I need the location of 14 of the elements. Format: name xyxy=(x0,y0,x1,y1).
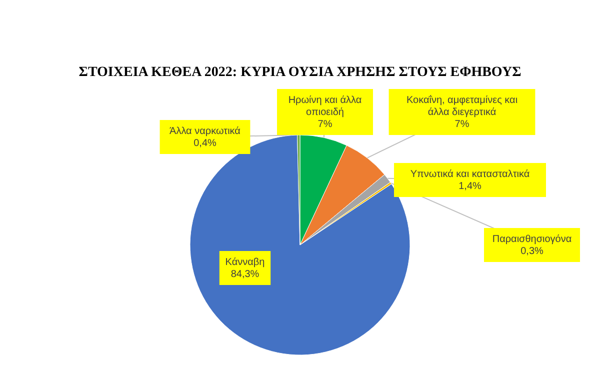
chart-title: ΣΤΟΙΧΕΙΑ ΚΕΘΕΑ 2022: ΚΥΡΙΑ ΟΥΣΙΑ ΧΡΗΣΗΣ ΣΤΟΥΣ ΕΦΗΒΟΥΣ xyxy=(78,65,522,80)
data-label: 0,3% xyxy=(520,246,544,257)
slice-label: Υπνωτικά και κατασταλτικά xyxy=(410,169,530,180)
slice-label: Κοκαΐνη, αμφεταμίνες και άλλα διεγερτικά xyxy=(406,95,518,118)
data-label: 84,3% xyxy=(230,269,260,280)
data-label: 7% xyxy=(318,119,332,130)
slice-label: Παραισθησιογόνα xyxy=(492,234,572,245)
slice-label: Ηρωίνη και άλλα οπιοειδή xyxy=(288,95,362,118)
data-label: 7% xyxy=(454,119,470,130)
slice-label: Άλλα ναρκωτικά xyxy=(170,126,241,137)
data-label: 0,4% xyxy=(194,138,217,149)
slice-label: Κάνναβη xyxy=(225,257,265,268)
data-label: 1,4% xyxy=(458,181,482,192)
pie-slice xyxy=(190,134,410,356)
